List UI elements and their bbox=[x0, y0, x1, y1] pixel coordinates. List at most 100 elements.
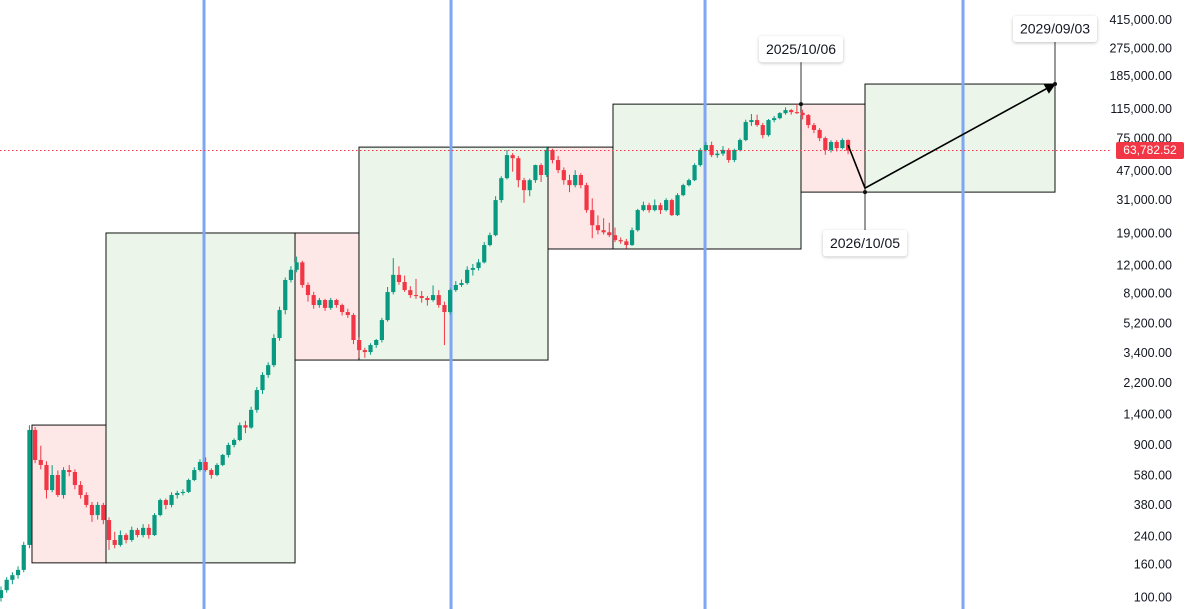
candle-body bbox=[755, 120, 760, 126]
candle-body bbox=[226, 444, 231, 455]
y-tick-label: 2,200.00 bbox=[1123, 376, 1172, 390]
candle-body bbox=[15, 569, 21, 576]
candle-body bbox=[618, 240, 623, 242]
candle-body bbox=[794, 112, 799, 114]
candle-body bbox=[453, 284, 458, 291]
candle-body bbox=[527, 180, 532, 191]
candle-body bbox=[669, 200, 674, 216]
annotation-label: 2026/10/05 bbox=[830, 235, 900, 251]
candle-body bbox=[521, 180, 527, 191]
candle-body bbox=[641, 205, 646, 211]
candle-body bbox=[709, 145, 714, 156]
candle-body bbox=[544, 149, 549, 176]
y-tick-label: 160.00 bbox=[1134, 558, 1172, 572]
candle-body bbox=[260, 374, 265, 391]
y-tick-label: 900.00 bbox=[1134, 438, 1172, 452]
candle-body bbox=[158, 500, 163, 516]
candle-body bbox=[385, 292, 390, 321]
annotation-box bbox=[823, 230, 908, 257]
candle-body bbox=[459, 283, 464, 285]
candle-body bbox=[101, 504, 106, 521]
candle-body bbox=[300, 262, 305, 285]
candle-body bbox=[357, 340, 362, 351]
last-price-tag bbox=[1116, 142, 1184, 160]
y-tick-label: 12,000.00 bbox=[1116, 259, 1172, 273]
price-axis: 415,000.00 275,000.00 185,000.00 115,000.00… bbox=[1098, 0, 1200, 609]
candle-body bbox=[692, 165, 697, 181]
candle-body bbox=[777, 113, 782, 119]
candle-body bbox=[169, 495, 174, 505]
candle-body bbox=[294, 262, 299, 270]
candle-body bbox=[402, 282, 407, 291]
candle-body bbox=[413, 295, 419, 297]
candle-body bbox=[61, 470, 66, 496]
candle-body bbox=[828, 142, 834, 150]
cycle-box bbox=[294, 232, 360, 361]
candle-body bbox=[27, 429, 32, 545]
candle-body bbox=[430, 295, 436, 301]
candle-body bbox=[624, 241, 629, 246]
candle-body bbox=[152, 515, 157, 536]
y-tick-label: 31,000.00 bbox=[1116, 193, 1172, 207]
candle-body bbox=[664, 200, 669, 211]
candle-body bbox=[243, 425, 248, 428]
y-tick-label: 8,000.00 bbox=[1123, 287, 1172, 301]
candle-body bbox=[470, 268, 475, 270]
candle-body bbox=[436, 295, 441, 306]
axis-background bbox=[1098, 0, 1200, 609]
candle-body bbox=[573, 175, 578, 186]
candle-body bbox=[425, 298, 430, 301]
candle-body bbox=[629, 230, 635, 246]
candle-body bbox=[760, 125, 765, 136]
candle-body bbox=[38, 459, 43, 465]
candle-body bbox=[351, 314, 356, 341]
candle-body bbox=[305, 284, 311, 296]
annotation-label: 2025/10/06 bbox=[766, 41, 836, 57]
candle-body bbox=[78, 484, 83, 496]
cycle-box bbox=[105, 232, 296, 564]
candle-body bbox=[578, 175, 583, 186]
y-tick-label: 185,000.00 bbox=[1109, 69, 1172, 83]
candle-body bbox=[249, 409, 254, 428]
boxes bbox=[31, 83, 1056, 564]
candle-body bbox=[379, 320, 384, 341]
candle-body bbox=[772, 118, 777, 121]
candle-body bbox=[192, 470, 197, 480]
candle-body bbox=[556, 160, 561, 171]
candle-body bbox=[21, 544, 26, 570]
candle-body bbox=[726, 149, 731, 161]
candle-body bbox=[141, 527, 146, 536]
candle-body bbox=[550, 149, 555, 161]
candle-body bbox=[538, 165, 544, 176]
candle-body bbox=[118, 535, 123, 545]
candle-body bbox=[493, 200, 498, 236]
candle-body bbox=[732, 149, 737, 161]
annotation-box bbox=[1012, 16, 1097, 43]
candle-body bbox=[123, 535, 129, 540]
y-tick-label: 1,400.00 bbox=[1123, 407, 1172, 421]
candle-body bbox=[340, 305, 345, 313]
candle-body bbox=[675, 195, 680, 216]
y-tick-label: 5,200.00 bbox=[1123, 317, 1172, 331]
candle-body bbox=[271, 338, 276, 366]
candle-body bbox=[112, 539, 117, 545]
candle-body bbox=[362, 350, 367, 353]
candle-body bbox=[743, 122, 748, 141]
annotation-point bbox=[1052, 82, 1057, 87]
candle-body bbox=[510, 155, 515, 159]
candle-body bbox=[567, 180, 572, 186]
candle-body bbox=[0, 590, 4, 598]
y-tick-label: 100.00 bbox=[1134, 590, 1172, 604]
candle-body bbox=[67, 470, 72, 473]
annotation-label: 2029/09/03 bbox=[1020, 21, 1090, 37]
candle-body bbox=[646, 205, 652, 211]
candle-body bbox=[186, 479, 191, 492]
candle-body bbox=[345, 312, 350, 315]
candle-body bbox=[197, 461, 203, 471]
candle-body bbox=[237, 425, 242, 440]
candle-body bbox=[448, 290, 453, 313]
candle-body bbox=[72, 472, 78, 485]
y-tick-label: 380.00 bbox=[1134, 498, 1172, 512]
